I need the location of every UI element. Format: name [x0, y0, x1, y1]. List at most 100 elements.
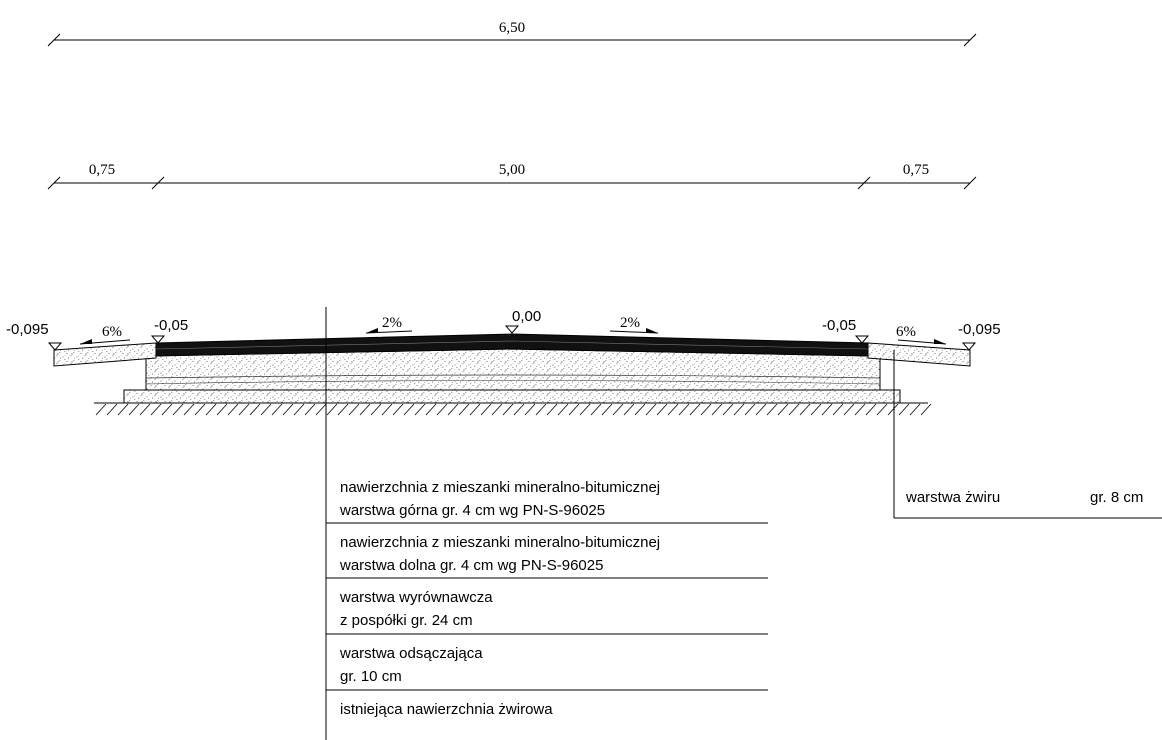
ground-hatch-line — [579, 403, 591, 416]
ground-hatch-line — [271, 403, 283, 416]
ground-hatch-line — [854, 403, 866, 416]
elevation-markers: -0,095 -0,05 0,00 -0,05 -0,095 — [6, 308, 1001, 351]
layer-3-line2: z pospółki gr. 24 cm — [340, 612, 473, 629]
ground-hatch-line — [183, 403, 195, 416]
ground-hatch-line — [480, 403, 492, 416]
layer-3-line1: warstwa wyrównawcza — [339, 589, 493, 606]
elevation-triangle-icon — [961, 342, 977, 351]
ground-hatch-line — [667, 403, 679, 416]
ground-hatch-line — [128, 403, 140, 416]
ground-hatch-line — [623, 403, 635, 416]
elevation-right-edge: -0,095 — [958, 321, 1001, 338]
layer-4-line1: warstwa odsączająca — [339, 645, 483, 662]
ground-hatch-line — [216, 403, 228, 416]
elevation-triangle-icon — [854, 335, 870, 344]
ground-hatch-line — [326, 403, 338, 416]
ground-hatch-line — [491, 403, 503, 416]
ground-hatch-line — [876, 403, 888, 416]
shoulder-note-thickness: gr. 8 cm — [1090, 489, 1143, 506]
ground-hatch-line — [733, 403, 745, 416]
ground-hatch-line — [590, 403, 602, 416]
ground-hatch-line — [656, 403, 668, 416]
layer-1-line2: warstwa górna gr. 4 cm wg PN-S-96025 — [339, 502, 605, 519]
ground-hatch-line — [810, 403, 822, 416]
ground-hatch-line — [557, 403, 569, 416]
layer-2-line2: warstwa dolna gr. 4 cm wg PN-S-96025 — [339, 557, 603, 574]
dimension-right-label: 0,75 — [903, 162, 929, 178]
ground-hatch-line — [865, 403, 877, 416]
elevation-triangle-icon — [504, 325, 520, 334]
ground-hatch-line — [799, 403, 811, 416]
slope-left-lane: 2% — [382, 315, 402, 331]
left-shoulder — [53, 342, 157, 367]
ground-hatch-line — [612, 403, 624, 416]
ground-hatch-line — [909, 403, 921, 416]
levelling-layer — [145, 348, 881, 391]
ground-hatch-line — [293, 403, 305, 416]
ground-hatch-line — [502, 403, 514, 416]
ground-hatch-line — [898, 403, 910, 416]
ground-hatch-line — [425, 403, 437, 416]
ground-hatch-line — [887, 403, 899, 416]
ground-hatch-line — [755, 403, 767, 416]
ground-hatch-line — [436, 403, 448, 416]
ground-hatch-line — [722, 403, 734, 416]
asphalt-layers — [155, 333, 869, 357]
ground-hatch-line — [238, 403, 250, 416]
ground-hatch-line — [513, 403, 525, 416]
ground-hatch-line — [414, 403, 426, 416]
ground-hatch-line — [260, 403, 272, 416]
dimension-chain: 0,75 5,00 0,75 — [47, 162, 977, 190]
shoulder-note-label: warstwa żwiru — [905, 489, 1000, 506]
slope-arrow-icon — [646, 328, 658, 333]
ground-hatch-line — [370, 403, 382, 416]
ground-hatch-line — [95, 403, 107, 416]
ground-hatch-line — [689, 403, 701, 416]
ground-hatch-line — [568, 403, 580, 416]
ground-hatch-line — [524, 403, 536, 416]
ground-hatch-line — [777, 403, 789, 416]
ground-hatch-line — [315, 403, 327, 416]
ground-hatch-line — [381, 403, 393, 416]
ground-hatch-line — [711, 403, 723, 416]
slope-indicators: 6% 2% 2% 6% — [79, 315, 947, 345]
dimension-overall: 6,50 — [47, 20, 977, 47]
elevation-right-inner: -0,05 — [822, 317, 856, 334]
ground-hatch-line — [249, 403, 261, 416]
ground-hatch-line — [172, 403, 184, 416]
drainage-layer — [123, 389, 901, 404]
ground-hatch-line — [194, 403, 206, 416]
layer-1-line1: nawierzchnia z mieszanki mineralno-bitum… — [340, 479, 660, 496]
ground-hatch-line — [359, 403, 371, 416]
slope-arrow-icon — [80, 339, 92, 344]
slope-right-lane: 2% — [620, 315, 640, 331]
ground-hatch-line — [139, 403, 151, 416]
ground-hatch-line — [205, 403, 217, 416]
ground-hatch-line — [447, 403, 459, 416]
ground-hatch-line — [821, 403, 833, 416]
ground-hatch-line — [227, 403, 239, 416]
ground-hatch-line — [161, 403, 173, 416]
ground-hatch-line — [469, 403, 481, 416]
slope-arrow-icon — [366, 328, 378, 333]
ground-hatch-line — [843, 403, 855, 416]
right-shoulder — [867, 342, 971, 367]
layer-4-line2: gr. 10 cm — [340, 668, 402, 685]
ground-hatch-line — [106, 403, 118, 416]
slope-arrow-icon — [934, 339, 946, 344]
elevation-triangle-icon — [150, 335, 166, 344]
ground-hatch-line — [150, 403, 162, 416]
ground-hatch-line — [678, 403, 690, 416]
ground-hatch-line — [601, 403, 613, 416]
layer-legend: nawierzchnia z mieszanki mineralno-bitum… — [326, 479, 768, 718]
dimension-left-label: 0,75 — [89, 162, 115, 178]
ground-hatch-line — [700, 403, 712, 416]
elevation-triangle-icon — [47, 342, 63, 351]
layer-2-line1: nawierzchnia z mieszanki mineralno-bitum… — [340, 534, 660, 551]
elevation-left-edge: -0,095 — [6, 321, 49, 338]
ground-hatch-line — [766, 403, 778, 416]
ground-hatch-line — [744, 403, 756, 416]
elevation-left-inner: -0,05 — [154, 317, 188, 334]
dimension-overall-label: 6,50 — [499, 20, 525, 36]
